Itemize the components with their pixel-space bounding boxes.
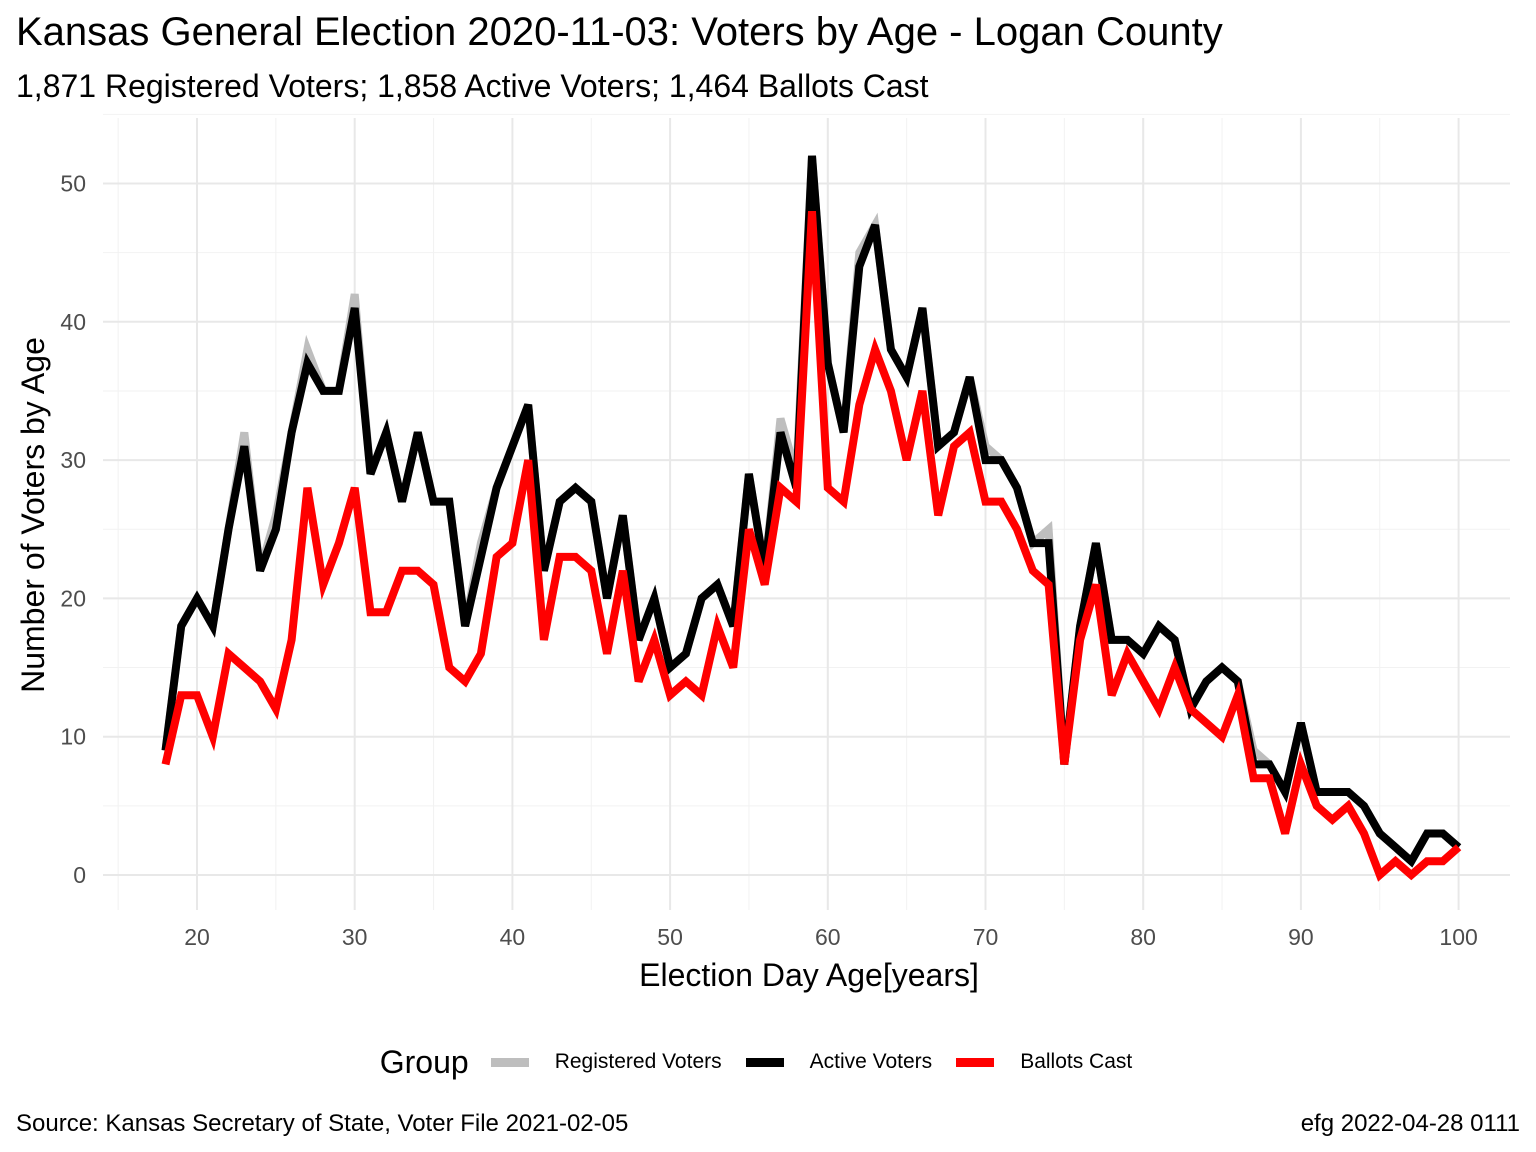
chart-title: Kansas General Election 2020-11-03: Vote… [16,10,1223,54]
y-tick-label: 20 [60,585,86,611]
legend-key-ballots [956,1057,995,1067]
x-tick-label: 20 [184,924,210,950]
legend-key-registered [490,1057,529,1067]
x-tick-label: 80 [1130,924,1156,950]
x-tick-label: 90 [1288,924,1314,950]
legend-label-ballots: Ballots Cast [1020,1050,1133,1073]
legend-title: Group [379,1043,469,1080]
line-chart: 20 30 40 50 60 70 80 90 100 0 10 20 30 40 50 Election… [15,113,1510,993]
x-tick-label: 70 [973,924,999,950]
y-axis-ticks: 0 10 20 30 40 50 [60,171,86,889]
legend-label-active: Active Voters [809,1050,933,1073]
x-tick-label: 30 [342,924,368,950]
x-tick-label: 50 [657,924,683,950]
source-caption: Source: Kansas Secretary of State, Voter… [16,1110,629,1137]
y-tick-label: 40 [60,309,86,335]
x-tick-label: 60 [815,924,841,950]
x-axis-title: Election Day Age[years] [639,957,979,993]
chart-subtitle: 1,871 Registered Voters; 1,858 Active Vo… [16,68,929,104]
x-axis-ticks: 20 30 40 50 60 70 80 90 100 [184,924,1478,950]
credit-caption: efg 2022-04-28 0111 [1300,1110,1520,1137]
legend-label-registered: Registered Voters [554,1050,722,1073]
legend-item-ballots: Ballots Cast [956,1050,1132,1074]
y-tick-label: 0 [73,862,86,888]
legend-key-active [745,1057,784,1067]
x-tick-label: 40 [500,924,526,950]
legend-item-active: Active Voters [745,1050,933,1074]
y-tick-label: 10 [60,724,86,750]
y-axis-title: Number of Voters by Age [15,337,51,693]
series-line-ballots-cast [161,210,1462,882]
x-tick-label: 100 [1439,924,1477,950]
legend: Group Registered Voters Active Voters Ba… [0,1040,1536,1084]
y-tick-label: 50 [60,171,86,197]
series-lines [161,155,1462,882]
y-tick-label: 30 [60,447,86,473]
legend-item-registered: Registered Voters [490,1050,722,1074]
